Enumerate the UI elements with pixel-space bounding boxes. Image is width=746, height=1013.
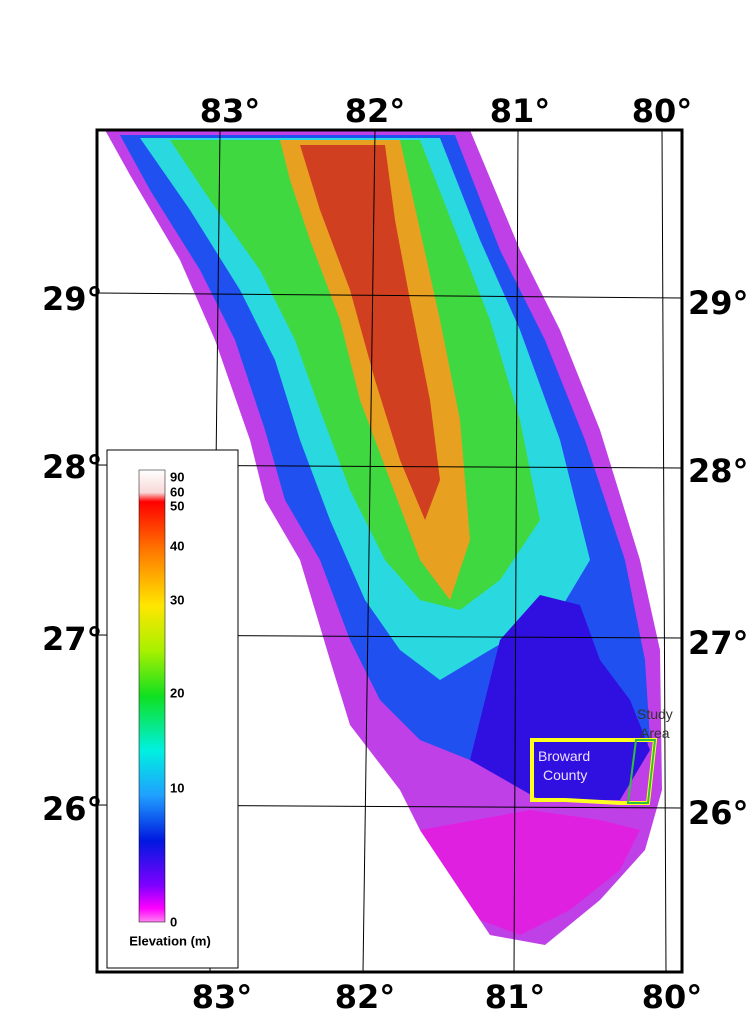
legend-title: Elevation (m) [129, 933, 211, 948]
longitude-label: 80° [642, 978, 703, 1013]
longitude-label: 82° [335, 978, 396, 1013]
legend-label: 60 [170, 484, 184, 499]
latitude-label: 29° [688, 284, 746, 322]
study-label: Study [637, 706, 673, 722]
study-area-outline [626, 739, 657, 804]
longitude-label: 81° [490, 92, 551, 130]
latitude-label: 28° [42, 448, 103, 486]
map-frame [95, 128, 684, 974]
legend-label: 50 [170, 498, 184, 513]
legend-label: 20 [170, 685, 184, 700]
legend-label: 0 [170, 914, 177, 929]
longitude-label: 81° [485, 978, 546, 1013]
latitude-label: 26° [688, 794, 746, 832]
legend-label: 10 [170, 780, 184, 795]
legend-label: 40 [170, 538, 184, 553]
region-label: Broward [538, 748, 590, 764]
longitude-label: 82° [345, 92, 406, 130]
legend-box [106, 449, 239, 969]
meridian [513, 129, 519, 973]
degree-labels: 83° 82° 81° 80° 83° 82° 81° 80° 29° 28° 27° 26° 29° 2… [42, 92, 746, 1013]
longitude-label: 83° [192, 978, 253, 1013]
legend: Elevation (m) [106, 449, 239, 969]
meridian [362, 129, 376, 973]
latitude-label: 27° [42, 620, 103, 658]
legend-label: 30 [170, 592, 184, 607]
meridian [661, 129, 667, 973]
study-label: Area [640, 725, 670, 741]
legend-label: 90 [170, 469, 184, 484]
latitude-label: 28° [688, 452, 746, 490]
longitude-label: 80° [632, 92, 693, 130]
longitude-label: 83° [200, 92, 261, 130]
latitude-label: 26° [42, 790, 103, 828]
legend-colorbar [138, 469, 166, 923]
latitude-label: 27° [688, 624, 746, 662]
latitude-label: 29° [42, 280, 103, 318]
parallel [96, 292, 683, 299]
region-label: County [543, 767, 587, 783]
